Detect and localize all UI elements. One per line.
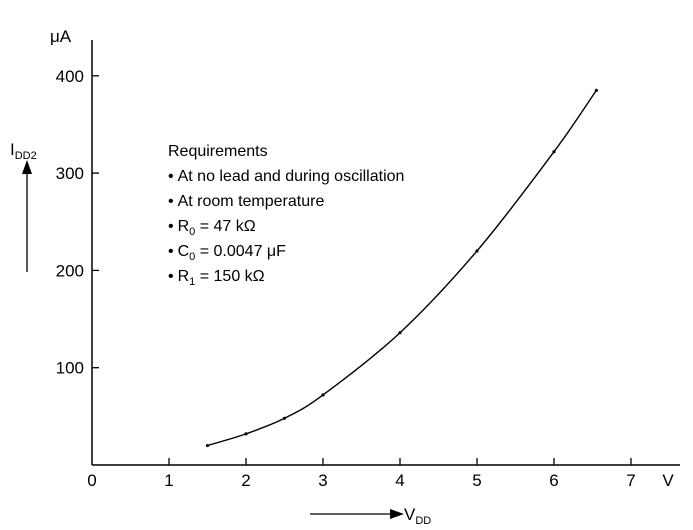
data-point	[282, 416, 287, 420]
data-point	[398, 331, 402, 335]
y-tick-label: 100	[56, 359, 84, 378]
plot-group	[205, 88, 598, 448]
x-axis-arrow-head	[390, 509, 404, 519]
x-tick-label: 6	[549, 471, 558, 490]
y-axis-label: IDD2	[10, 140, 37, 162]
x-tick-label: 4	[395, 471, 404, 490]
x-tick-label: 7	[626, 471, 635, 490]
data-point	[475, 249, 479, 253]
data-point	[244, 432, 248, 436]
x-tick-label: 5	[472, 471, 481, 490]
data-point	[552, 150, 556, 154]
bullet-item-3: • R0 = 47 kΩ	[168, 218, 256, 238]
data-point	[205, 443, 210, 448]
y-tick-label: 400	[56, 67, 84, 86]
x-unit-label: V	[662, 471, 674, 490]
x-tick-label: 2	[241, 471, 250, 490]
x-tick-label: 3	[318, 471, 327, 490]
series-line	[207, 90, 597, 447]
y-tick-label: 200	[56, 261, 84, 280]
bullet-item-5: • R1 = 150 kΩ	[168, 268, 265, 288]
y-unit-label: μA	[50, 27, 72, 46]
requirements-heading: Requirements	[168, 143, 268, 160]
ticks-group: 0 1 2 3 4 5 6 7 100 200 300 400	[56, 67, 636, 490]
y-tick-label: 300	[56, 164, 84, 183]
bullet-item-2: • At room temperature	[168, 193, 324, 210]
data-point	[321, 393, 325, 397]
y-axis-arrow-head	[22, 160, 32, 174]
x-tick-label: 1	[164, 471, 173, 490]
x-axis-label: VDD	[404, 505, 431, 527]
requirements-note: Requirements • At no lead and during osci…	[168, 143, 404, 288]
bullet-item-4: • C0 = 0.0047 μF	[168, 243, 286, 263]
x-tick-label: 0	[87, 471, 96, 490]
bullet-item-1: • At no lead and during oscillation	[168, 168, 404, 185]
data-point	[594, 88, 598, 92]
